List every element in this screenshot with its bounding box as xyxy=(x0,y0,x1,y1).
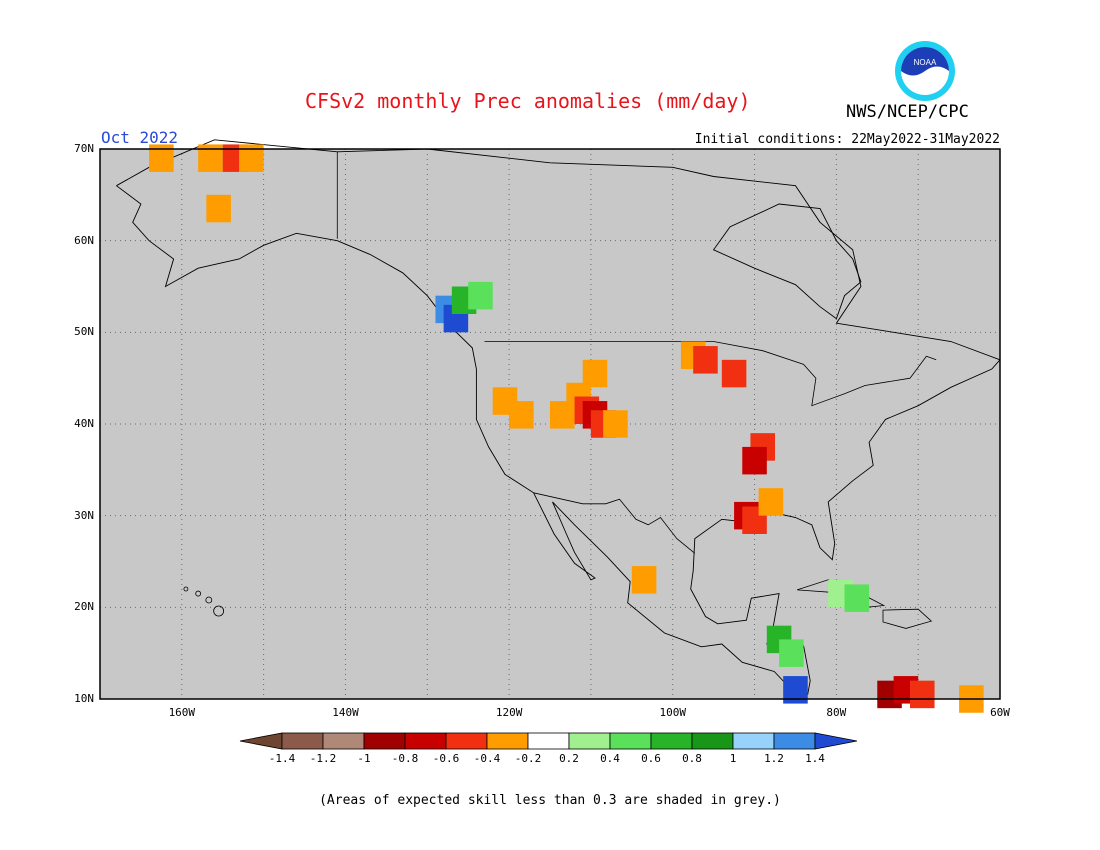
anomaly-cell xyxy=(721,359,747,388)
lon-tick-label: 120W xyxy=(495,706,523,719)
colorbar-label: -0.8 xyxy=(391,752,419,765)
anomaly-cell xyxy=(910,680,935,709)
lat-tick-label: 20N xyxy=(74,600,94,614)
anomaly-cell xyxy=(582,359,608,388)
hawaii-island xyxy=(205,596,213,604)
anomaly-cell xyxy=(844,584,870,612)
colorbar-segment xyxy=(445,732,488,750)
anomaly-cell xyxy=(468,281,493,310)
lat-tick-label: 70N xyxy=(74,142,94,155)
colorbar-label: -1.2 xyxy=(309,752,337,765)
lon-tick-label: 60W xyxy=(990,706,1010,719)
colorbar-segment xyxy=(773,732,816,750)
colorbar-label: -0.2 xyxy=(514,752,542,765)
colorbar-segment xyxy=(732,732,775,750)
lat-tick-label: 40N xyxy=(74,417,94,430)
hudson-bay-outline xyxy=(712,203,862,320)
hispaniola-outline xyxy=(882,608,933,629)
colorbar-label: -0.6 xyxy=(432,752,460,765)
anomaly-cell xyxy=(758,488,784,516)
lat-tick-label: 60N xyxy=(74,233,94,247)
colorbar-segment xyxy=(609,732,652,750)
colorbar-segment xyxy=(691,732,734,750)
anomaly-cell xyxy=(631,566,657,594)
colorbar-label: -0.4 xyxy=(473,752,501,765)
colorbar-segment xyxy=(527,732,570,750)
colorbar-segment xyxy=(568,732,611,750)
lon-tick-label: 80W xyxy=(826,706,847,719)
logo-text: NOAA xyxy=(914,58,937,67)
colorbar-label: 0.2 xyxy=(559,752,579,765)
anomaly-cell xyxy=(779,639,804,667)
anomaly-cell xyxy=(603,410,628,438)
colorbar-left-arrow xyxy=(239,732,283,750)
lat-tick-label: 30N xyxy=(74,508,94,522)
map-frame xyxy=(99,148,1001,700)
anomaly-cell xyxy=(693,346,718,374)
colorbar-segment xyxy=(486,732,529,750)
chart-title: CFSv2 monthly Prec anomalies (mm/day) xyxy=(305,89,751,113)
lon-tick-label: 100W xyxy=(659,706,686,719)
colorbar-segment xyxy=(404,732,447,750)
colorbar-label: -1.4 xyxy=(268,752,296,765)
anomaly-cell xyxy=(509,401,534,429)
noaa-logo: NOAA xyxy=(895,41,955,101)
colorbar-segment xyxy=(322,732,365,750)
lon-tick-label: 160W xyxy=(168,706,196,719)
colorbar-segment xyxy=(363,732,406,750)
agency-label: NWS/NCEP/CPC xyxy=(846,102,969,122)
lon-tick-label: 140W xyxy=(332,706,359,719)
anomaly-cell xyxy=(206,194,231,223)
colorbar-label: 1 xyxy=(729,752,737,765)
hawaii-island xyxy=(213,605,225,617)
forecast-month: Oct 2022 xyxy=(101,128,179,147)
lat-tick-label: 50N xyxy=(74,325,94,339)
colorbar-right-arrow xyxy=(814,732,858,750)
hawaii-island xyxy=(183,586,189,592)
footnote: (Areas of expected skill less than 0.3 a… xyxy=(319,793,781,808)
colorbar-segment xyxy=(650,732,693,750)
colorbar-segment xyxy=(281,732,324,750)
colorbar-label: 0.6 xyxy=(641,752,661,765)
colorbar-label: 0.8 xyxy=(682,752,702,765)
colorbar-label: -1 xyxy=(357,752,371,765)
us-mexico-border xyxy=(533,492,696,554)
us-canada-border xyxy=(484,341,937,407)
colorbar-label: 0.4 xyxy=(600,752,620,765)
hawaii-island xyxy=(195,590,202,597)
initial-conditions: Initial conditions: 22May2022-31May2022 xyxy=(694,132,1000,147)
lat-tick-label: 10N xyxy=(74,692,94,705)
colorbar-label: 1.2 xyxy=(764,752,784,765)
colorbar-label: 1.4 xyxy=(805,752,825,765)
anomaly-cell xyxy=(742,446,767,475)
